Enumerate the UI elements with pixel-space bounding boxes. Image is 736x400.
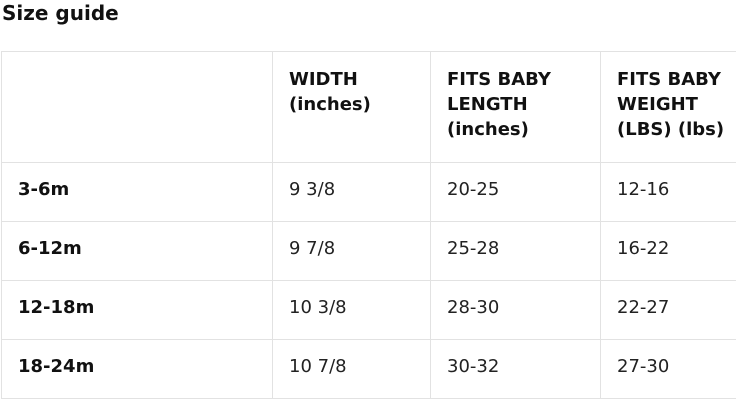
- size-label: 3-6m: [1, 162, 273, 222]
- weight-value: 27-30: [600, 339, 736, 399]
- width-value: 9 3/8: [272, 162, 431, 222]
- length-value: 20-25: [430, 162, 601, 222]
- size-label: 12-18m: [1, 280, 273, 340]
- page-title: Size guide: [2, 1, 119, 25]
- width-value: 10 7/8: [272, 339, 431, 399]
- size-label: 18-24m: [1, 339, 273, 399]
- length-value: 30-32: [430, 339, 601, 399]
- header-row: WIDTH (inches) FITS BABY LENGTH (inches)…: [1, 51, 736, 163]
- size-guide-table: WIDTH (inches) FITS BABY LENGTH (inches)…: [1, 51, 736, 399]
- weight-value: 16-22: [600, 221, 736, 281]
- length-column-header: FITS BABY LENGTH (inches): [430, 51, 601, 163]
- length-value: 25-28: [430, 221, 601, 281]
- width-value: 10 3/8: [272, 280, 431, 340]
- table-row: 6-12m 9 7/8 25-28 16-22: [1, 221, 736, 281]
- table-row: 12-18m 10 3/8 28-30 22-27: [1, 280, 736, 340]
- table-row: 18-24m 10 7/8 30-32 27-30: [1, 339, 736, 399]
- size-table-body: 3-6m 9 3/8 20-25 12-16 6-12m 9 7/8 25-28…: [1, 162, 736, 399]
- weight-value: 12-16: [600, 162, 736, 222]
- weight-value: 22-27: [600, 280, 736, 340]
- weight-column-header: FITS BABY WEIGHT (LBS) (lbs): [600, 51, 736, 163]
- width-column-header: WIDTH (inches): [272, 51, 431, 163]
- width-value: 9 7/8: [272, 221, 431, 281]
- size-column-header: [1, 51, 273, 163]
- length-value: 28-30: [430, 280, 601, 340]
- table-row: 3-6m 9 3/8 20-25 12-16: [1, 162, 736, 222]
- size-label: 6-12m: [1, 221, 273, 281]
- size-table-header: WIDTH (inches) FITS BABY LENGTH (inches)…: [1, 51, 736, 163]
